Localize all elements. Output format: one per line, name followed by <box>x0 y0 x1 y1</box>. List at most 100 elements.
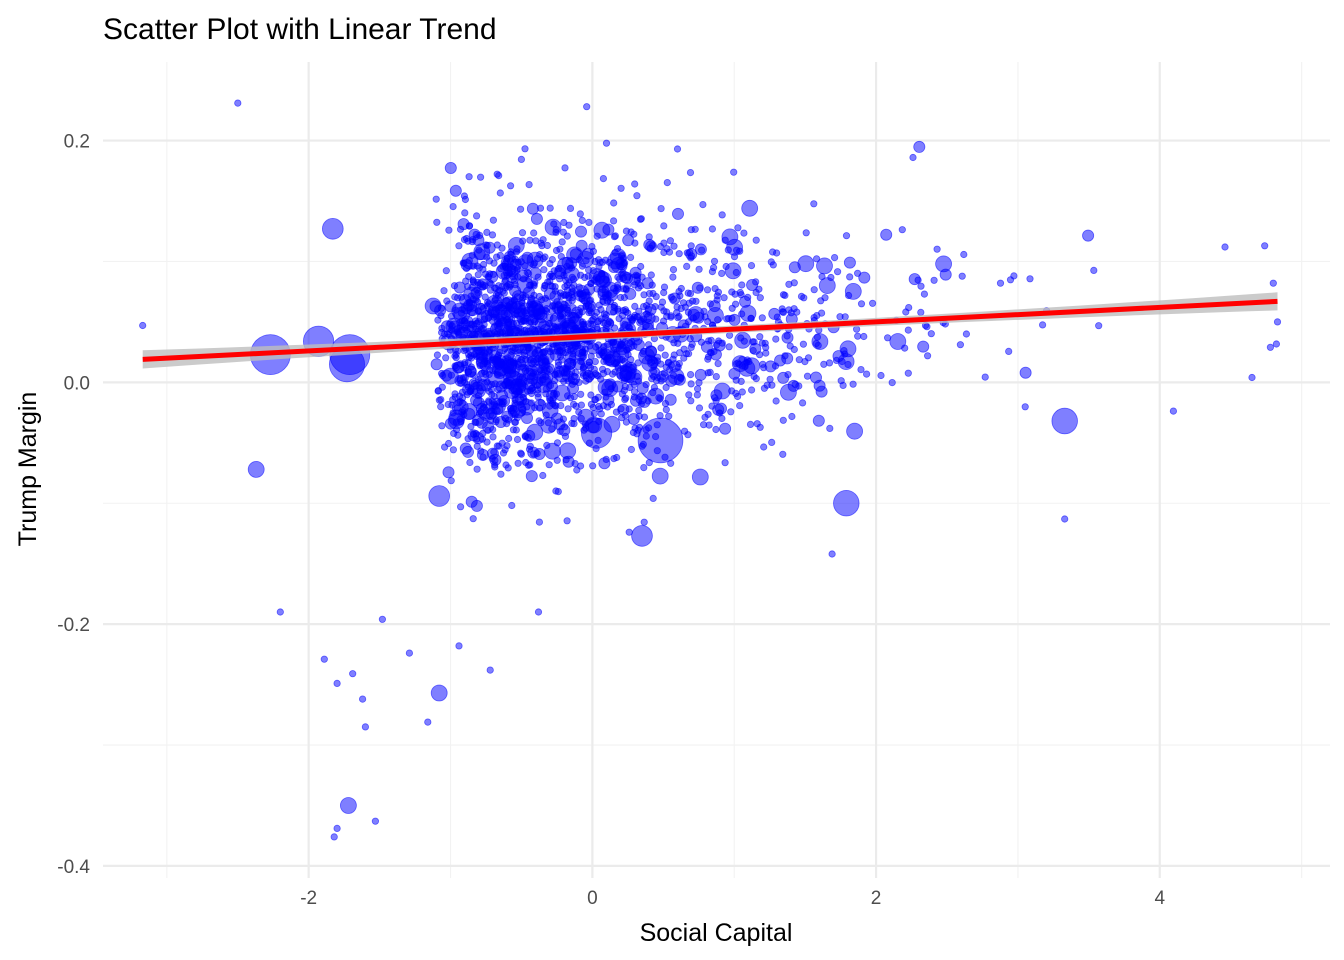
data-point <box>562 305 568 311</box>
data-point <box>729 314 740 325</box>
data-point <box>620 270 626 276</box>
data-point <box>444 298 450 304</box>
data-point <box>821 361 827 367</box>
data-point <box>484 229 490 235</box>
data-point <box>562 293 568 299</box>
data-point <box>611 234 617 240</box>
data-point <box>584 301 590 307</box>
data-point <box>611 200 617 206</box>
data-point <box>521 317 527 323</box>
data-point <box>757 295 763 301</box>
data-point <box>570 401 576 407</box>
data-point <box>581 418 611 448</box>
data-point <box>831 254 837 260</box>
data-point <box>467 388 473 394</box>
data-point <box>834 269 840 275</box>
data-point <box>630 429 636 435</box>
data-point <box>676 288 682 294</box>
y-tick-label: 0.0 <box>64 373 90 394</box>
data-point <box>754 421 760 427</box>
data-point <box>536 519 542 525</box>
data-point <box>722 229 738 245</box>
data-point <box>499 398 505 404</box>
data-point <box>584 104 590 110</box>
data-point <box>842 314 848 320</box>
data-point <box>572 369 578 375</box>
data-point <box>604 354 615 365</box>
data-point <box>753 237 759 243</box>
data-point <box>665 394 676 405</box>
data-point <box>466 354 472 360</box>
data-point <box>747 421 753 427</box>
data-point <box>775 355 786 366</box>
data-point <box>590 404 596 410</box>
data-point <box>841 347 847 353</box>
data-point <box>535 343 541 349</box>
data-point <box>549 426 555 432</box>
data-point <box>621 387 627 393</box>
data-point <box>685 290 691 296</box>
data-point <box>1274 319 1280 325</box>
data-point <box>513 427 519 433</box>
data-point <box>474 443 480 449</box>
data-point <box>465 436 471 442</box>
data-point <box>434 352 440 358</box>
data-point <box>761 444 767 450</box>
data-point <box>443 355 449 361</box>
data-point <box>450 203 456 209</box>
data-point <box>646 290 652 296</box>
data-point <box>485 310 491 316</box>
data-point <box>833 357 839 363</box>
data-point <box>623 365 629 371</box>
data-point <box>490 454 501 465</box>
data-point <box>692 469 708 485</box>
data-point <box>667 238 673 244</box>
data-point <box>634 193 640 199</box>
data-point <box>931 277 937 283</box>
data-point <box>558 402 564 408</box>
data-point <box>694 392 700 398</box>
data-point <box>510 360 516 366</box>
data-point <box>1083 230 1094 241</box>
data-point <box>702 414 708 420</box>
data-point <box>659 374 665 380</box>
data-point <box>719 270 725 276</box>
data-point <box>459 400 465 406</box>
data-point <box>474 466 480 472</box>
data-point <box>467 459 473 465</box>
data-point <box>469 239 475 245</box>
data-point <box>767 376 773 382</box>
data-point <box>614 245 620 251</box>
data-point <box>531 230 537 236</box>
data-point <box>707 369 713 375</box>
data-point <box>675 364 681 370</box>
data-point <box>735 225 741 231</box>
data-point <box>523 356 529 362</box>
data-point <box>1267 344 1273 350</box>
data-point <box>488 381 494 387</box>
data-point <box>623 228 629 234</box>
data-point <box>936 256 952 272</box>
data-point <box>565 406 571 412</box>
data-point <box>788 380 799 391</box>
data-point <box>757 334 763 340</box>
data-point <box>803 230 809 236</box>
data-point <box>453 307 459 313</box>
data-point <box>594 233 600 239</box>
data-point <box>769 308 780 319</box>
y-tick-label: -0.2 <box>57 615 90 636</box>
data-point <box>618 341 624 347</box>
data-point <box>636 407 642 413</box>
data-point <box>350 671 356 677</box>
data-point <box>615 365 621 371</box>
data-point <box>811 201 817 207</box>
data-point <box>650 390 656 396</box>
data-point <box>579 327 585 333</box>
data-point <box>687 169 693 175</box>
data-point <box>466 496 477 507</box>
data-point <box>527 203 538 214</box>
data-point <box>487 280 493 286</box>
data-point <box>726 344 732 350</box>
data-point <box>784 333 790 339</box>
data-point <box>719 415 725 421</box>
